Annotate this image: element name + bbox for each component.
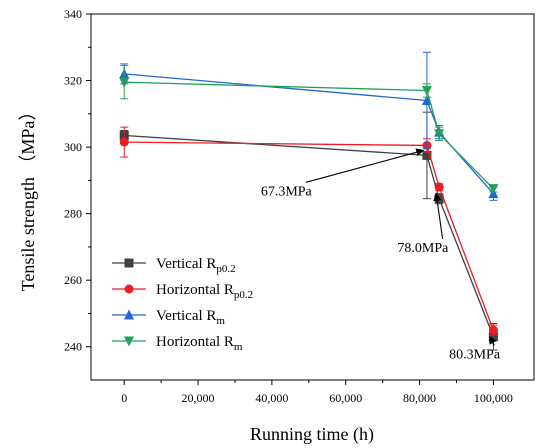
y-axis-title: Tensile strength （MPa） (18, 103, 38, 292)
legend-label: Horizontal Rp0.2 (156, 282, 253, 301)
legend: Vertical Rp0.2 Horizontal Rp0.2 Vertical R… (112, 256, 253, 353)
x-tick-label: 80,000 (403, 391, 436, 405)
x-tick-label: 60,000 (329, 391, 362, 405)
y-axis: 240 260 280 300 320 340 (64, 7, 91, 354)
x-tick-label: 40,000 (255, 391, 288, 405)
annotation-label: 78.0MPa (397, 241, 449, 256)
series-line (124, 141, 494, 331)
data-point (421, 95, 432, 106)
data-point (421, 86, 432, 97)
legend-label: Vertical Rm (156, 308, 225, 327)
legend-item: Vertical Rm (112, 308, 225, 327)
series-line (124, 134, 494, 337)
annotation-label: 80.3MPa (449, 347, 501, 362)
data-point (119, 137, 129, 147)
series-line (124, 73, 494, 195)
legend-label: Horizontal Rm (156, 334, 243, 353)
legend-item: Horizontal Rp0.2 (112, 282, 253, 301)
annotation-arrow (305, 148, 425, 183)
data-point (119, 77, 130, 88)
x-axis-title: Running time (h) (250, 424, 374, 445)
legend-item: Horizontal Rm (112, 334, 243, 353)
x-axis: 0 20,000 40,000 60,000 80,000 100,000 (121, 380, 513, 405)
annotation-arrow (489, 335, 497, 346)
x-tick-label: 100,000 (474, 391, 513, 405)
data-point (422, 150, 432, 160)
y-tick-label: 300 (64, 140, 82, 154)
data-point (434, 129, 445, 140)
y-tick-label: 340 (64, 7, 82, 21)
data-point (434, 182, 444, 192)
annotation-label: 67.3MPa (261, 184, 313, 199)
annotation-arrow (433, 192, 444, 239)
series-line (124, 81, 494, 190)
y-tick-label: 240 (64, 340, 82, 354)
data-point (488, 325, 498, 335)
legend-label: Vertical Rp0.2 (156, 256, 236, 275)
legend-marker (124, 258, 134, 268)
legend-marker (124, 336, 134, 347)
y-tick-label: 320 (64, 74, 82, 88)
series (119, 65, 499, 195)
legend-item: Vertical Rp0.2 (112, 256, 236, 275)
series (119, 51, 499, 201)
x-tick-label: 20,000 (182, 391, 215, 405)
y-tick-label: 280 (64, 207, 82, 221)
legend-marker (124, 284, 134, 294)
annotations: 67.3MPa 78.0MPa 80.3MPa (261, 148, 501, 362)
plot-frame (90, 13, 535, 381)
series (119, 126, 498, 336)
series-layer (119, 51, 499, 351)
x-tick-label: 0 (121, 391, 127, 405)
data-point (488, 184, 499, 195)
y-tick-label: 260 (64, 273, 82, 287)
legend-marker (124, 309, 134, 320)
